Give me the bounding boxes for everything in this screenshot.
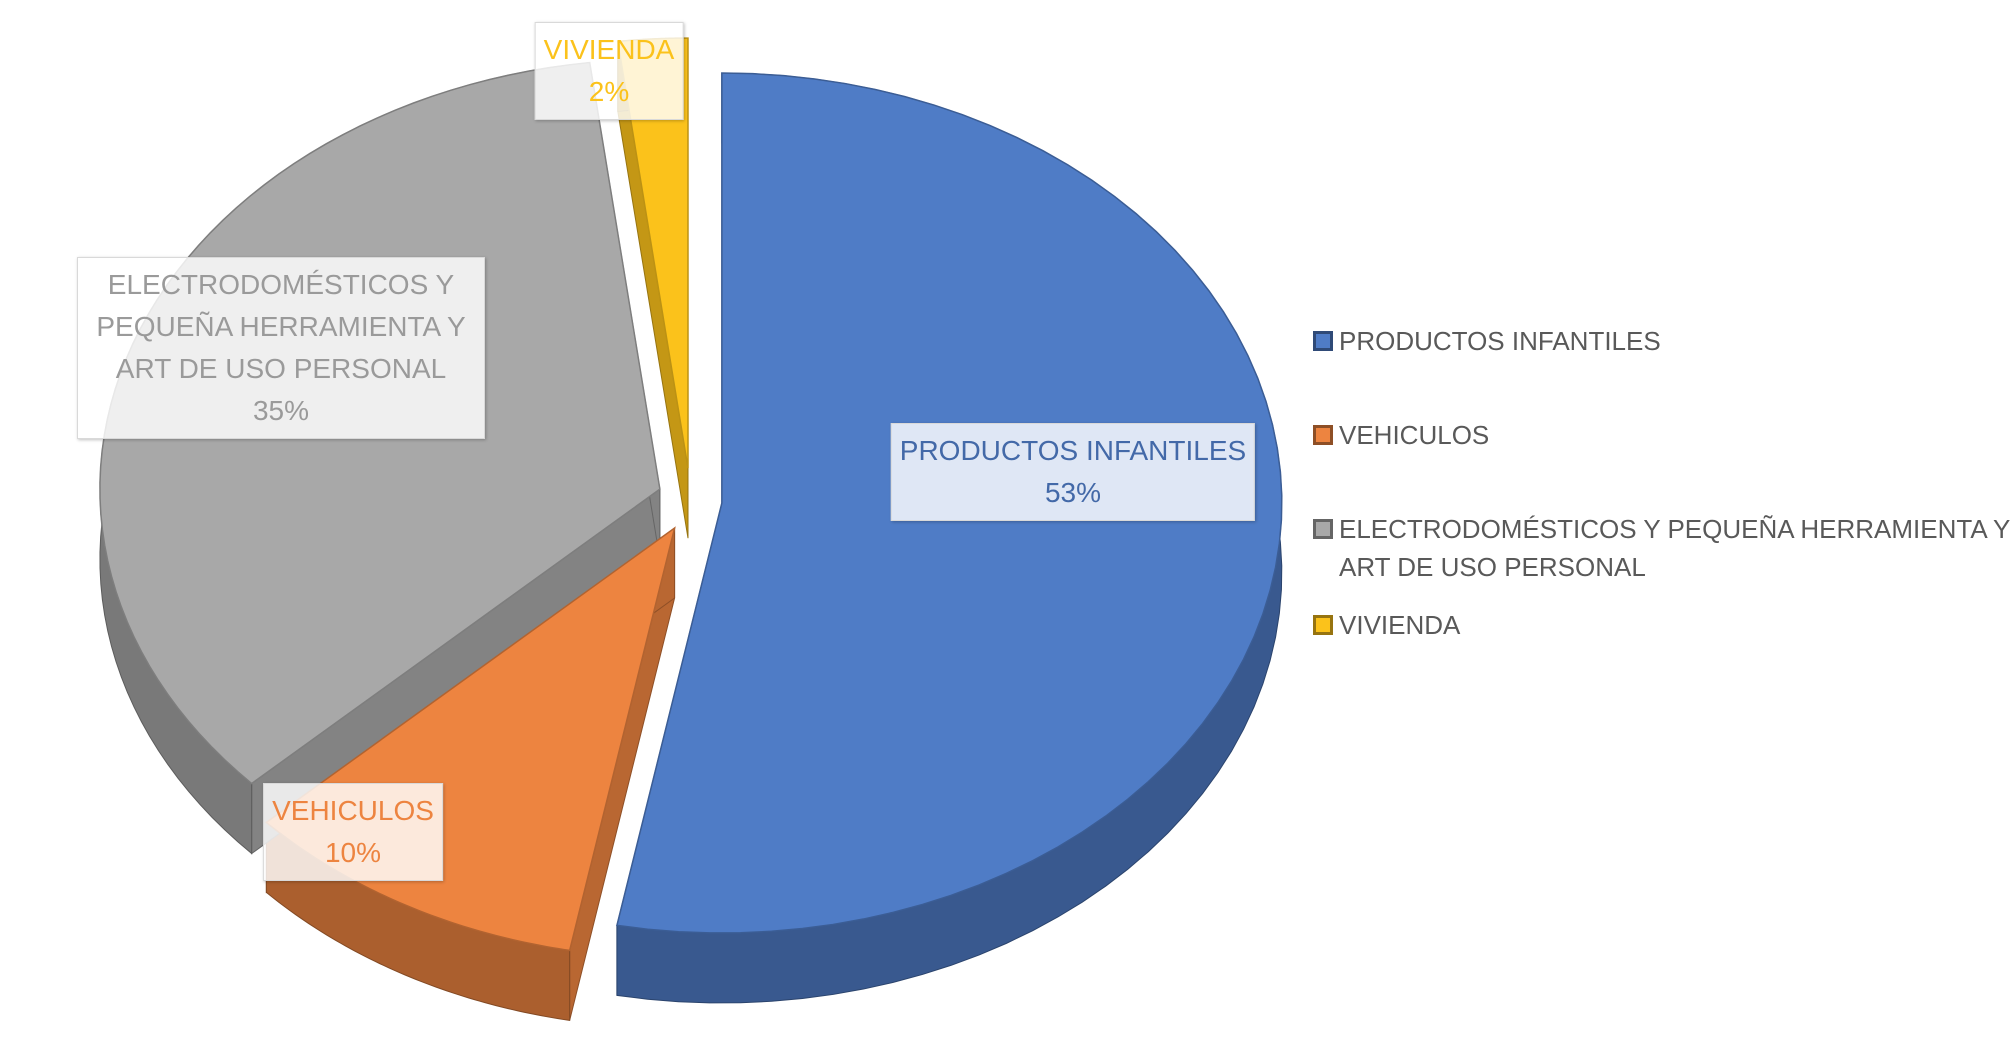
- slice-tops: [99, 37, 1283, 952]
- data-label: ELECTRODOMÉSTICOS Y PEQUEÑA HERRAMIENTA …: [77, 257, 485, 439]
- legend-item: VIVIENDA: [1313, 606, 2013, 644]
- data-label-value: 35%: [252, 395, 310, 426]
- legend-label: VEHICULOS: [1339, 420, 1490, 450]
- data-label-value: 53%: [1044, 477, 1102, 508]
- data-label-name: ELECTRODOMÉSTICOS Y PEQUEÑA HERRAMIENTA …: [96, 269, 466, 384]
- data-label-value: 2%: [588, 76, 630, 107]
- data-label-name: VEHICULOS: [272, 795, 434, 826]
- legend-item: VEHICULOS: [1313, 416, 2013, 454]
- legend-swatch: [1313, 615, 1333, 635]
- legend-swatch: [1313, 331, 1333, 351]
- legend-item: ELECTRODOMÉSTICOS Y PEQUEÑA HERRAMIENTA …: [1313, 510, 2013, 586]
- legend-label: VIVIENDA: [1339, 610, 1461, 640]
- legend: PRODUCTOS INFANTILES VEHICULOS ELECTRODOMÉ…: [1313, 322, 2013, 700]
- legend-swatch: [1313, 425, 1333, 445]
- legend-swatch: [1313, 519, 1333, 539]
- data-label: VEHICULOS 10%: [263, 783, 443, 881]
- data-label-name: VIVIENDA: [543, 34, 675, 65]
- legend-item: PRODUCTOS INFANTILES: [1313, 322, 2013, 360]
- legend-label: PRODUCTOS INFANTILES: [1339, 326, 1661, 356]
- data-label: PRODUCTOS INFANTILES 53%: [890, 423, 1256, 521]
- data-label-name: PRODUCTOS INFANTILES: [899, 435, 1247, 466]
- legend-label: ELECTRODOMÉSTICOS Y PEQUEÑA HERRAMIENTA …: [1339, 514, 2010, 582]
- data-label-value: 10%: [324, 837, 382, 868]
- data-label: VIVIENDA 2%: [534, 22, 684, 120]
